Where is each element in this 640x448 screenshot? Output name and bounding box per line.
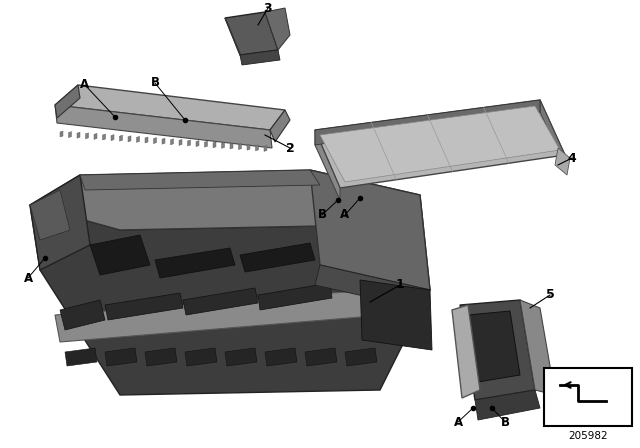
Polygon shape [345, 348, 377, 366]
Polygon shape [30, 175, 90, 270]
Text: 5: 5 [546, 289, 554, 302]
Polygon shape [540, 100, 565, 168]
Polygon shape [315, 265, 430, 310]
Polygon shape [460, 300, 535, 400]
Polygon shape [128, 136, 131, 142]
Polygon shape [196, 141, 199, 146]
Text: B: B [317, 208, 326, 221]
Polygon shape [30, 195, 430, 395]
Polygon shape [230, 143, 233, 149]
Polygon shape [120, 135, 122, 141]
Polygon shape [136, 136, 140, 142]
Polygon shape [221, 142, 225, 148]
Polygon shape [145, 348, 177, 366]
Polygon shape [55, 290, 385, 342]
Polygon shape [452, 305, 480, 398]
Polygon shape [305, 348, 337, 366]
Polygon shape [255, 145, 259, 151]
Polygon shape [225, 18, 242, 58]
Polygon shape [179, 139, 182, 146]
Polygon shape [265, 348, 297, 366]
Polygon shape [65, 348, 97, 366]
Polygon shape [55, 105, 272, 148]
Polygon shape [102, 134, 106, 140]
Polygon shape [475, 390, 540, 420]
Polygon shape [555, 148, 570, 175]
Polygon shape [86, 133, 88, 139]
Polygon shape [225, 12, 278, 55]
Polygon shape [90, 235, 150, 275]
Text: 4: 4 [568, 151, 577, 164]
Polygon shape [240, 243, 315, 272]
Polygon shape [154, 138, 157, 144]
Polygon shape [225, 348, 257, 366]
Polygon shape [240, 50, 280, 65]
Text: 3: 3 [264, 1, 272, 14]
Polygon shape [80, 170, 320, 190]
Polygon shape [111, 134, 114, 141]
Polygon shape [315, 100, 540, 145]
Polygon shape [315, 130, 340, 200]
Polygon shape [105, 348, 137, 366]
Text: A: A [453, 415, 463, 428]
Polygon shape [145, 137, 148, 143]
Polygon shape [94, 134, 97, 139]
Text: 205982: 205982 [568, 431, 608, 441]
Polygon shape [265, 8, 290, 50]
Polygon shape [60, 131, 63, 137]
Text: A: A [81, 78, 90, 91]
Polygon shape [315, 100, 565, 188]
Polygon shape [213, 142, 216, 148]
Polygon shape [170, 139, 173, 145]
Polygon shape [77, 132, 80, 138]
Polygon shape [205, 141, 207, 147]
Polygon shape [183, 288, 258, 315]
Polygon shape [55, 85, 285, 130]
Polygon shape [155, 248, 235, 278]
Polygon shape [239, 144, 241, 150]
Polygon shape [310, 170, 430, 290]
Bar [544, 368, 632, 426]
Polygon shape [60, 300, 105, 330]
Polygon shape [188, 140, 191, 146]
Polygon shape [247, 144, 250, 150]
Polygon shape [30, 190, 70, 240]
Text: B: B [500, 415, 509, 428]
Polygon shape [162, 138, 165, 144]
Text: B: B [150, 77, 159, 90]
Polygon shape [55, 85, 80, 118]
Polygon shape [520, 300, 555, 395]
Text: A: A [340, 208, 349, 221]
Polygon shape [270, 110, 290, 142]
Text: 2: 2 [285, 142, 294, 155]
Polygon shape [258, 283, 332, 310]
Text: 1: 1 [396, 279, 404, 292]
Polygon shape [264, 146, 267, 151]
Polygon shape [185, 348, 217, 366]
Polygon shape [68, 132, 72, 138]
Polygon shape [360, 280, 432, 350]
Polygon shape [105, 293, 183, 320]
Polygon shape [468, 311, 520, 382]
Polygon shape [320, 106, 560, 182]
Polygon shape [30, 170, 420, 230]
Text: A: A [24, 271, 33, 284]
